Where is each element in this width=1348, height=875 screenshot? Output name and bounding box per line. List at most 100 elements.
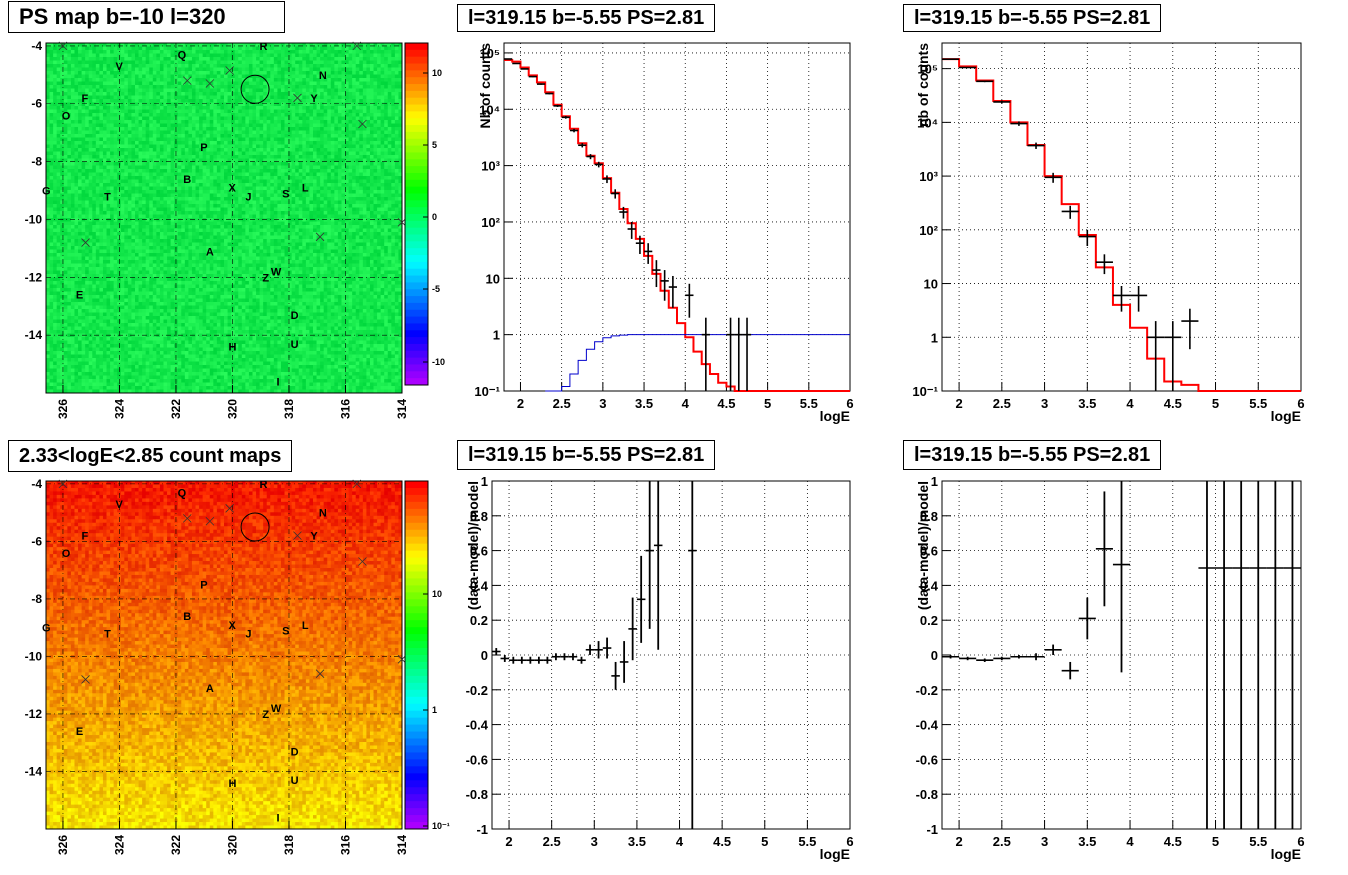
- map-pixel: [217, 166, 221, 170]
- map-pixel: [349, 190, 353, 194]
- map-pixel: [92, 54, 96, 58]
- map-pixel: [46, 68, 50, 72]
- map-pixel: [242, 176, 246, 180]
- map-pixel: [124, 75, 128, 79]
- map-pixel: [167, 134, 171, 138]
- map-pixel: [252, 194, 256, 198]
- map-pixel: [114, 127, 118, 131]
- map-pixel: [277, 183, 281, 187]
- map-pixel: [370, 106, 374, 110]
- map-pixel: [292, 64, 296, 68]
- map-pixel: [327, 194, 331, 198]
- map-pixel: [107, 82, 111, 86]
- map-pixel: [160, 99, 164, 103]
- map-pixel: [124, 113, 128, 117]
- map-pixel: [285, 89, 289, 93]
- map-pixel: [178, 124, 182, 128]
- map-pixel: [89, 85, 93, 89]
- map-pixel: [89, 215, 93, 219]
- map-pixel: [60, 190, 64, 194]
- map-pixel: [103, 131, 107, 135]
- map-pixel: [178, 148, 182, 152]
- map-pixel: [384, 75, 388, 79]
- map-pixel: [370, 197, 374, 201]
- map-pixel: [374, 180, 378, 184]
- map-pixel: [299, 215, 303, 219]
- map-pixel: [260, 197, 264, 201]
- map-pixel: [67, 194, 71, 198]
- map-pixel: [71, 106, 75, 110]
- map-pixel: [217, 99, 221, 103]
- map-pixel: [167, 152, 171, 156]
- map-pixel: [274, 148, 278, 152]
- map-pixel: [238, 145, 242, 149]
- map-pixel: [309, 148, 313, 152]
- map-pixel: [110, 204, 114, 208]
- map-pixel: [299, 68, 303, 72]
- map-pixel: [196, 148, 200, 152]
- map-pixel: [139, 43, 143, 47]
- map-pixel: [270, 197, 274, 201]
- map-pixel: [384, 173, 388, 177]
- map-pixel: [203, 124, 207, 128]
- map-pixel: [71, 99, 75, 103]
- map-pixel: [128, 99, 132, 103]
- map-pixel: [156, 176, 160, 180]
- map-pixel: [270, 71, 274, 75]
- map-pixel: [388, 145, 392, 149]
- map-pixel: [53, 141, 57, 145]
- map-pixel: [317, 155, 321, 159]
- map-pixel: [334, 127, 338, 131]
- map-pixel: [74, 43, 78, 47]
- map-pixel: [384, 92, 388, 96]
- map-pixel: [377, 148, 381, 152]
- map-pixel: [224, 169, 228, 173]
- map-pixel: [299, 208, 303, 212]
- map-pixel: [96, 75, 100, 79]
- map-pixel: [324, 124, 328, 128]
- map-pixel: [153, 187, 157, 191]
- map-pixel: [295, 138, 299, 142]
- map-pixel: [252, 127, 256, 131]
- map-pixel: [46, 57, 50, 61]
- map-pixel: [114, 166, 118, 170]
- map-pixel: [142, 176, 146, 180]
- map-pixel: [274, 78, 278, 82]
- map-pixel: [146, 124, 150, 128]
- map-pixel: [217, 197, 221, 201]
- map-pixel: [142, 75, 146, 79]
- map-pixel: [306, 117, 310, 121]
- map-pixel: [74, 99, 78, 103]
- map-pixel: [292, 166, 296, 170]
- map-pixel: [135, 145, 139, 149]
- map-pixel: [92, 71, 96, 75]
- map-pixel: [377, 162, 381, 166]
- map-pixel: [46, 134, 50, 138]
- map-pixel: [167, 194, 171, 198]
- map-pixel: [146, 211, 150, 215]
- map-pixel: [363, 176, 367, 180]
- map-pixel: [277, 176, 281, 180]
- map-pixel: [338, 180, 342, 184]
- map-pixel: [352, 54, 356, 58]
- map-pixel: [299, 134, 303, 138]
- map-pixel: [60, 61, 64, 65]
- map-pixel: [320, 85, 324, 89]
- map-pixel: [352, 138, 356, 142]
- map-pixel: [181, 138, 185, 142]
- map-pixel: [167, 138, 171, 142]
- map-pixel: [128, 64, 132, 68]
- map-pixel: [331, 92, 335, 96]
- map-pixel: [71, 82, 75, 86]
- map-pixel: [391, 71, 395, 75]
- map-pixel: [178, 138, 182, 142]
- map-pixel: [288, 141, 292, 145]
- map-pixel: [256, 89, 260, 93]
- map-pixel: [366, 131, 370, 135]
- map-pixel: [114, 103, 118, 107]
- map-pixel: [163, 131, 167, 135]
- map-pixel: [356, 78, 360, 82]
- map-pixel: [171, 208, 175, 212]
- map-pixel: [285, 106, 289, 110]
- map-pixel: [78, 71, 82, 75]
